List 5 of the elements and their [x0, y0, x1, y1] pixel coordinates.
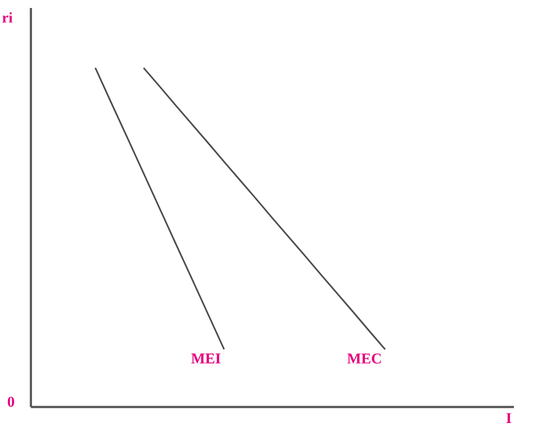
series-label: MEC [347, 354, 381, 364]
x-axis-title: I [506, 413, 512, 423]
text: 0 [8, 396, 14, 407]
series-label: MEI [191, 354, 220, 364]
y-axis-title: ri [2, 12, 12, 23]
